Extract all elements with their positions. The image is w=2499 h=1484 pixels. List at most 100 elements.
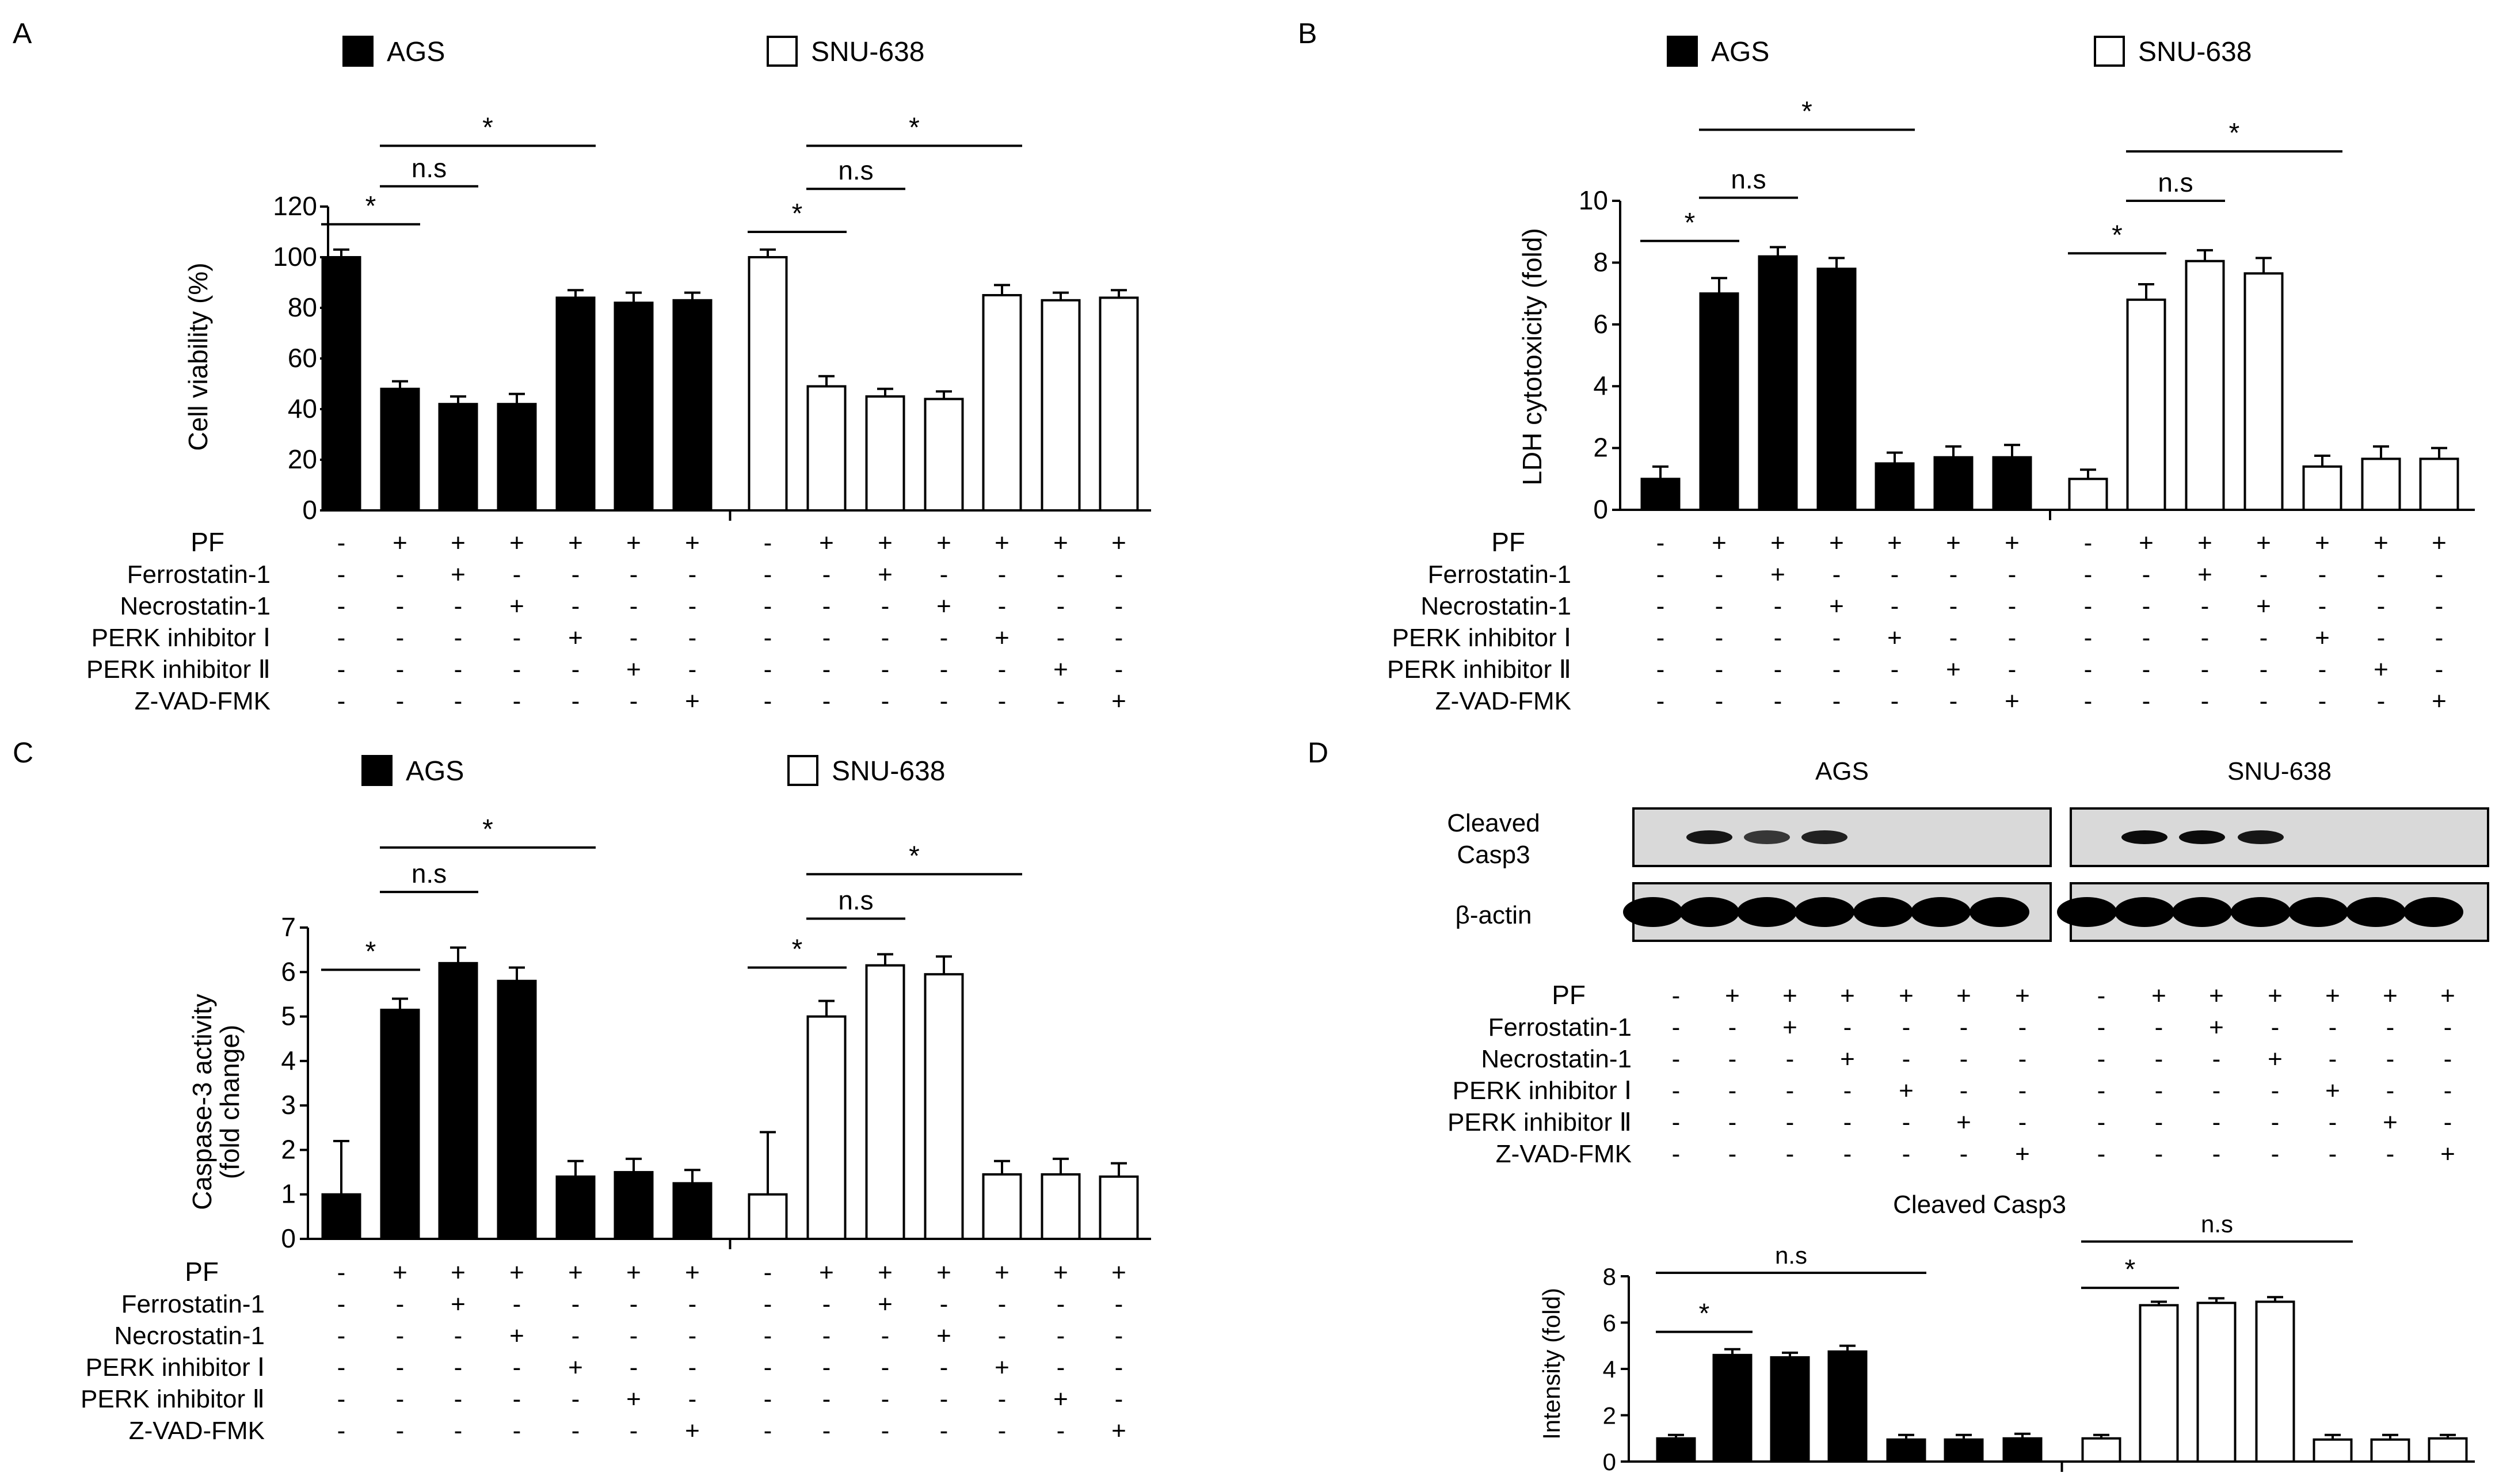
treatment-cell: + [2197,529,2212,557]
y-tick-label: 20 [288,444,317,474]
treatment-cell: - [513,1385,521,1413]
treatment-cell: - [688,1322,697,1350]
treatment-row-label: PF [191,527,224,557]
bar-AGS-4 [1816,268,1857,511]
treatment-cell: - [630,687,638,715]
treatment-cell: - [1715,687,1724,715]
legend-label-AGS: AGS [1711,37,1769,67]
treatment-cell: - [2142,624,2151,652]
y-tick-label: 7 [281,912,296,942]
treatment-cell: - [1843,1077,1852,1105]
treatment-cell: - [513,655,521,684]
legend-swatch-SNU-638 [787,755,818,786]
treatment-cell: - [337,1322,346,1350]
treatment-cell: - [2155,1013,2163,1042]
treatment-cell: - [1949,624,1958,652]
treatment-row-label: PERK inhibitor Ⅱ [81,1385,265,1413]
treatment-cell: + [1946,529,1961,557]
legend-label-AGS: AGS [406,756,464,787]
treatment-cell: - [2018,1045,2027,1073]
treatment-cell: - [2444,1108,2452,1136]
treatment-cell: - [630,560,638,589]
treatment-cell: + [2268,982,2283,1010]
treatment-cell: - [396,560,405,589]
y-tick-label: 60 [288,343,317,373]
treatment-cell: - [1057,687,1065,715]
treatment-cell: - [881,687,890,715]
treatment-cell: - [1786,1045,1795,1073]
y-tick-label: 8 [1593,247,1608,277]
treatment-cell: - [2018,1077,2027,1105]
treatment-cell: - [940,560,948,589]
treatment-cell: - [454,1322,463,1350]
bar-AGS-2 [1712,1353,1753,1463]
treatment-cell: - [1656,687,1665,715]
treatment-cell: - [2444,1013,2452,1042]
significance-label: n.s [1731,165,1766,194]
bar-SNU-638-5 [2302,465,2342,512]
treatment-cell: + [509,529,524,557]
treatment-cell: - [337,1385,346,1413]
significance-label: * [909,112,920,143]
treatment-cell: - [1656,655,1665,684]
y-axis-label: Intensity (fold) [1538,1288,1565,1440]
treatment-cell: - [940,624,948,652]
treatment-cell: - [1891,592,1899,620]
bar-AGS-5 [1875,462,1915,512]
treatment-cell: - [2008,624,2017,652]
treatment-cell: - [1672,1140,1681,1168]
treatment-cell: + [685,687,700,715]
treatment-cell: - [2097,1077,2106,1105]
treatment-cell: - [337,687,346,715]
treatment-cell: - [1057,1353,1065,1382]
treatment-cell: + [2151,982,2166,1010]
treatment-cell: - [881,1322,890,1350]
treatment-cell: - [764,1353,772,1382]
treatment-cell: - [764,1322,772,1350]
treatment-cell: - [1115,1322,1123,1350]
bar-AGS-7 [672,299,713,512]
treatment-cell: - [2008,592,2017,620]
treatment-cell: - [2271,1108,2280,1136]
significance-label: * [365,191,376,222]
treatment-cell: - [2260,687,2268,715]
treatment-cell: - [2386,1045,2395,1073]
treatment-cell: - [822,687,831,715]
treatment-cell: + [1053,1258,1068,1287]
treatment-cell: - [1057,1290,1065,1318]
legend-label-SNU-638: SNU-638 [811,37,924,67]
treatment-cell: - [630,624,638,652]
significance-label: * [2229,118,2240,148]
treatment-cell: - [822,624,831,652]
treatment-cell: - [1715,592,1724,620]
treatment-cell: + [1899,1077,1914,1105]
significance-label: n.s [2158,167,2193,197]
treatment-cell: - [822,1290,831,1318]
treatment-cell: - [1833,560,1841,589]
bar-SNU-638-3 [2185,260,2225,511]
treatment-cell: - [2271,1077,2280,1105]
treatment-cell: + [1111,1417,1126,1445]
bar-SNU-638-7 [2428,1437,2468,1463]
treatment-cell: - [764,687,772,715]
bar-SNU-638-1 [748,1193,788,1241]
band-beta-actin [1679,897,1739,927]
blot-group-label: SNU-638 [2227,757,2332,785]
treatment-cell: - [1728,1140,1737,1168]
treatment-cell: - [2435,560,2444,589]
treatment-cell: - [1728,1077,1737,1105]
treatment-cell: + [2432,529,2447,557]
treatment-cell: + [1887,529,1902,557]
treatment-cell: - [513,1417,521,1445]
treatment-cell: - [2084,655,2093,684]
treatment-cell: - [2097,982,2106,1010]
legend-label-SNU-638: SNU-638 [2138,37,2252,67]
treatment-cell: - [2435,655,2444,684]
treatment-cell: - [998,592,1007,620]
legend-label-SNU-638: SNU-638 [832,756,945,787]
treatment-cell: - [396,1322,405,1350]
treatment-cell: - [822,655,831,684]
panel-label-D: D [1308,737,1328,769]
treatment-cell: - [2212,1077,2221,1105]
treatment-cell: - [1656,529,1665,557]
